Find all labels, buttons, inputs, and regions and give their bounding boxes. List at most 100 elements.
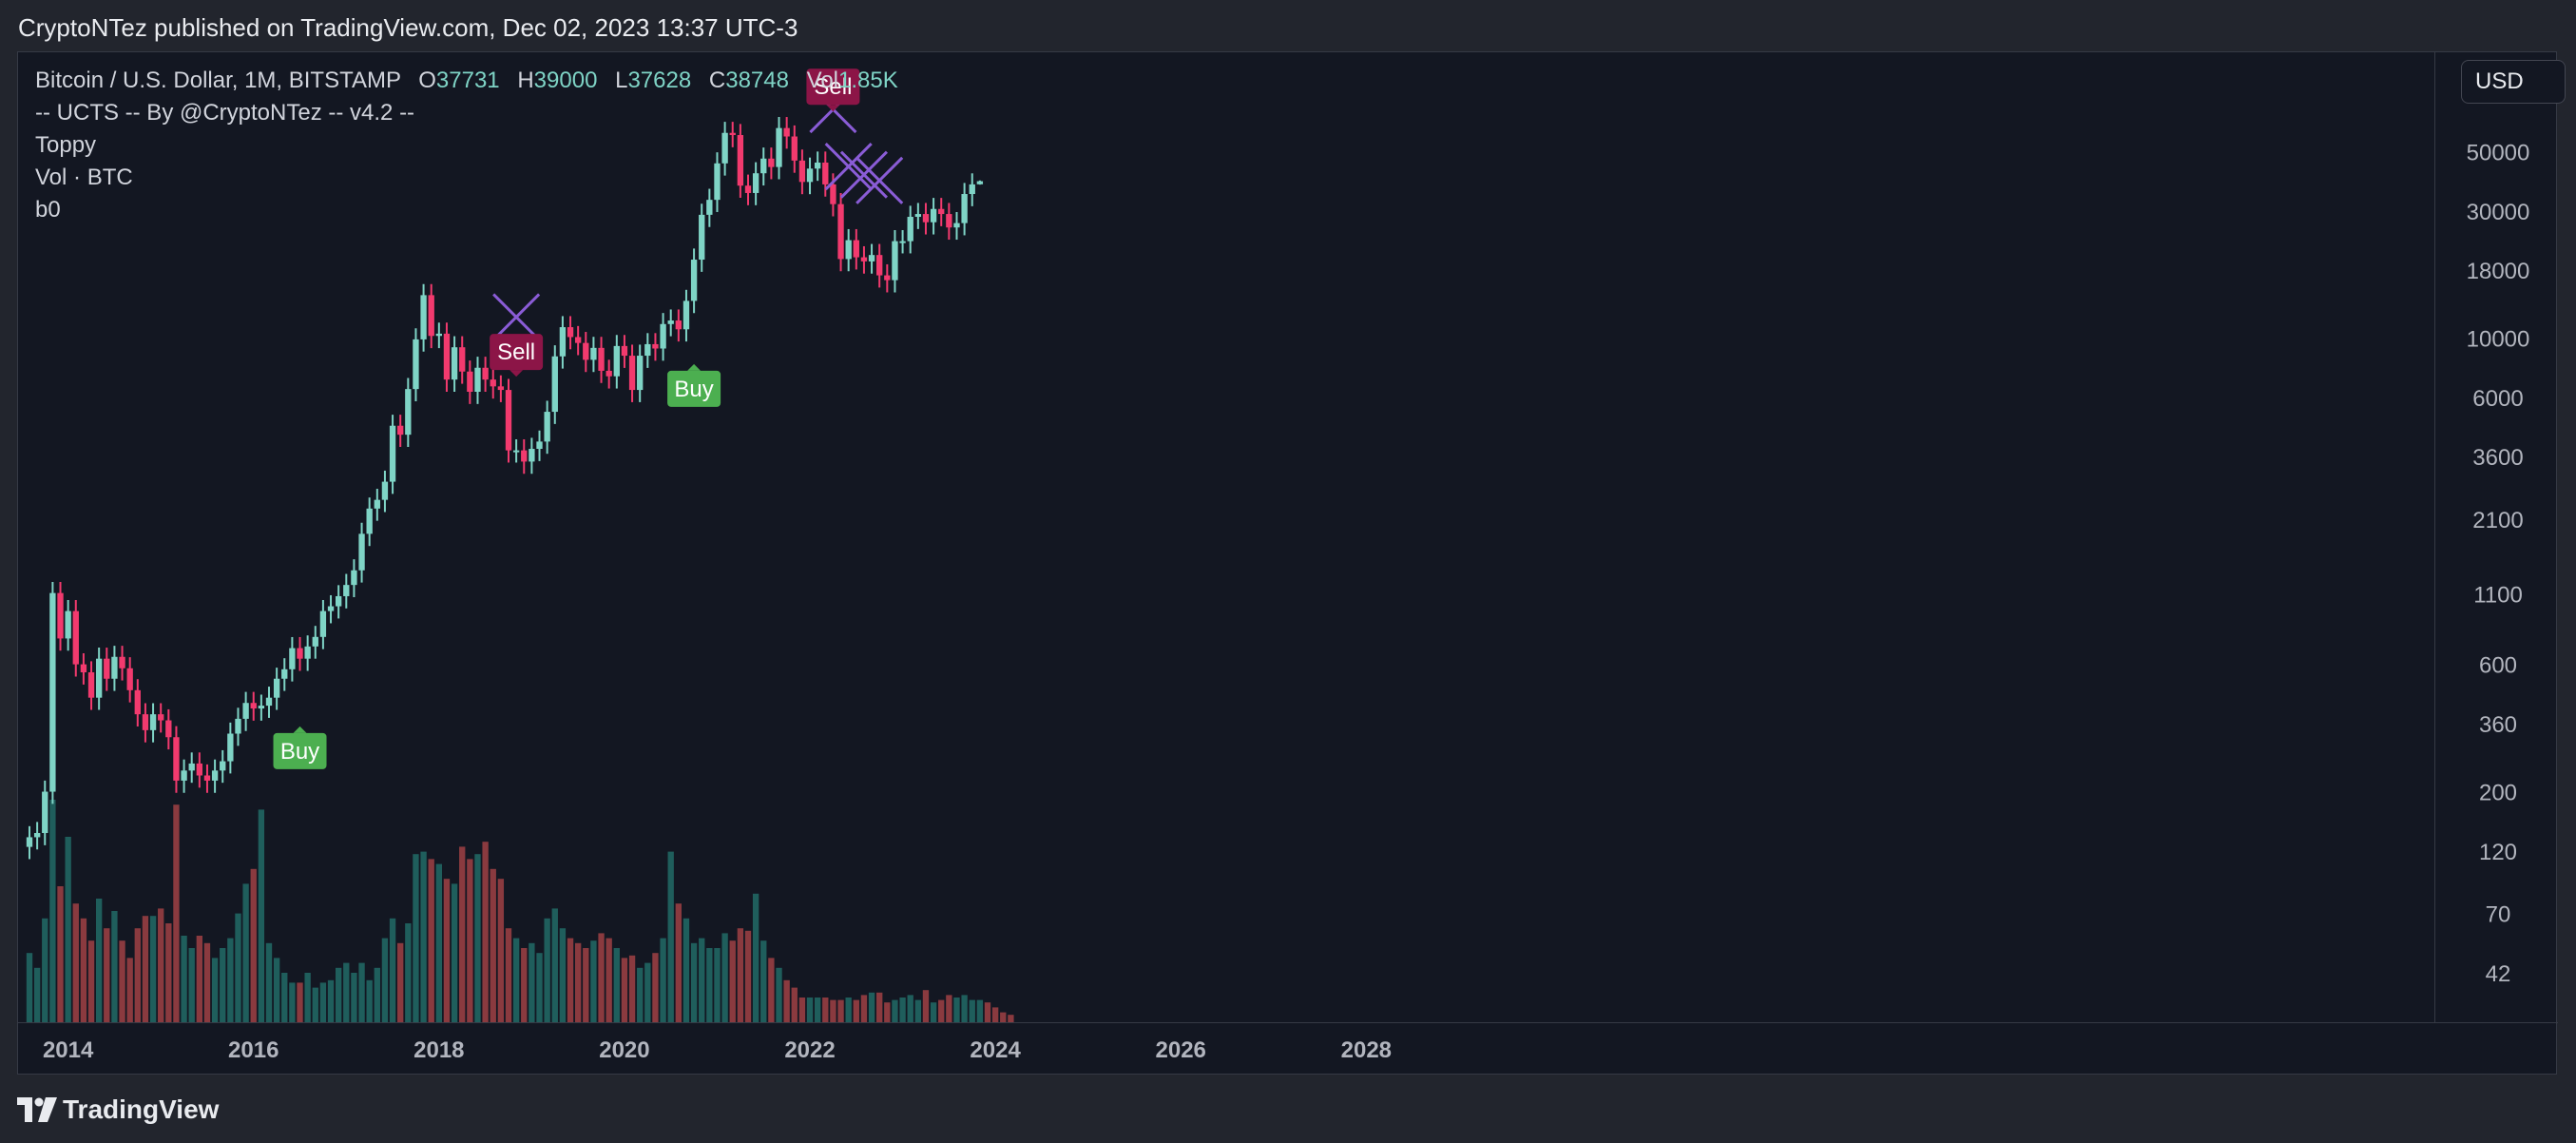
volume-bar [590, 940, 597, 1022]
candle-body [289, 648, 296, 669]
buy-signal-label[interactable]: Buy [667, 363, 721, 407]
volume-bar [783, 979, 790, 1022]
candle-body [149, 714, 157, 730]
symbol-name[interactable]: Bitcoin / U.S. Dollar, 1M, BITSTAMP [35, 68, 401, 93]
volume-bar [65, 837, 71, 1022]
candle-body [435, 333, 443, 337]
volume-bar [744, 930, 752, 1022]
volume-bar [536, 953, 543, 1022]
indicator-toppy[interactable]: Toppy [35, 132, 97, 158]
candle-body [884, 275, 891, 281]
volume-bar [211, 958, 219, 1022]
candle-body [613, 345, 620, 377]
price-tick-label: 2100 [2472, 508, 2523, 533]
volume-bar [397, 942, 404, 1022]
indicator-b0[interactable]: b0 [35, 197, 61, 223]
candle-body [529, 449, 535, 462]
volume-bar [976, 999, 984, 1022]
volume-bar [327, 979, 335, 1022]
sell-signal-label[interactable]: Sell [806, 68, 860, 112]
candle-body [220, 761, 226, 771]
candle-body [559, 327, 567, 357]
price-scale[interactable]: 42 70 120 200 360 600 1100 2100 3600 6000 10000 180… [2434, 52, 2558, 1022]
high-value: 39000 [533, 68, 598, 93]
candle-body [907, 217, 913, 242]
volume-bar [699, 938, 705, 1022]
candle-body [961, 194, 968, 223]
signal-badge [806, 68, 860, 106]
candle-body [953, 223, 960, 228]
volume-bar [142, 916, 149, 1022]
signal-pointer [687, 363, 702, 371]
currency-button[interactable]: USD [2461, 60, 2566, 104]
volume-bar [173, 804, 180, 1022]
candle-body [142, 714, 149, 730]
candle-body [706, 200, 713, 215]
time-tick-label: 2022 [784, 1037, 835, 1063]
time-scale[interactable]: 2014 2016 2018 2020 2022 2024 2026 2028 [18, 1022, 2558, 1075]
candlestick-chart[interactable]: Buy Sell Buy Sell [18, 52, 2434, 1022]
candle-body [845, 240, 852, 260]
candle-body [443, 333, 451, 380]
candle-body [72, 610, 79, 665]
plot-area[interactable]: Buy Sell Buy Sell Bitcoin / U.S. Dollar, 1M… [18, 52, 2434, 1022]
candle-body [760, 158, 767, 174]
sell-signal-label[interactable]: Sell [490, 334, 544, 378]
volume-bar [220, 948, 226, 1022]
volume-bar [628, 955, 636, 1022]
candle-body [173, 737, 180, 781]
indicator-ucts[interactable]: -- UCTS -- By @CryptoNTez -- v4.2 -- [35, 100, 415, 126]
volume-bar [868, 992, 875, 1022]
volume-bar [737, 928, 744, 1022]
volume-bar [559, 928, 567, 1022]
candle-body [119, 656, 125, 668]
candle-body [196, 763, 203, 776]
volume-bar [567, 938, 574, 1022]
candle-body [389, 425, 396, 482]
candle-body [374, 499, 380, 509]
volume-bar [250, 868, 257, 1022]
candle-body [358, 533, 365, 571]
buy-signal-label[interactable]: Buy [273, 726, 327, 769]
volume-bar [822, 998, 829, 1022]
price-tick-label: 1100 [2473, 583, 2523, 609]
candle-body [273, 678, 280, 698]
volume-bar [551, 908, 558, 1022]
volume-bar [768, 958, 775, 1022]
candle-body [791, 136, 798, 161]
candle-body [652, 343, 659, 349]
volume-bar [798, 998, 806, 1022]
volume-label: Vol [806, 68, 839, 93]
volume-bar [258, 809, 265, 1022]
volume-bar [899, 998, 906, 1022]
candle-body [806, 168, 814, 183]
volume-bar [188, 948, 195, 1022]
volume-bar [814, 998, 821, 1022]
volume-bar [667, 851, 674, 1022]
volume-bar [606, 938, 612, 1022]
volume-bar [459, 846, 466, 1022]
volume-bar [837, 999, 844, 1022]
candle-body [281, 668, 288, 679]
volume-bar [721, 933, 728, 1022]
volume-bar [984, 1002, 991, 1022]
volume-bar [297, 982, 303, 1022]
indicator-volume[interactable]: Vol · BTC [35, 165, 133, 190]
volume-bar [938, 999, 945, 1022]
candle-body [544, 412, 550, 442]
candle-body [946, 214, 952, 228]
candle-body [837, 203, 844, 260]
candle-body [203, 775, 211, 781]
candle-body [914, 214, 922, 218]
volume-bar [451, 883, 458, 1022]
volume-bar [72, 903, 79, 1022]
candle-body [467, 371, 473, 392]
candle-body [250, 703, 257, 709]
candle-body [667, 320, 674, 324]
candle-body [621, 345, 628, 357]
candle-body [343, 585, 350, 596]
volume-bar [760, 940, 767, 1022]
volume-bar [845, 998, 852, 1022]
candle-body [721, 132, 728, 164]
volume-bar [235, 913, 241, 1022]
